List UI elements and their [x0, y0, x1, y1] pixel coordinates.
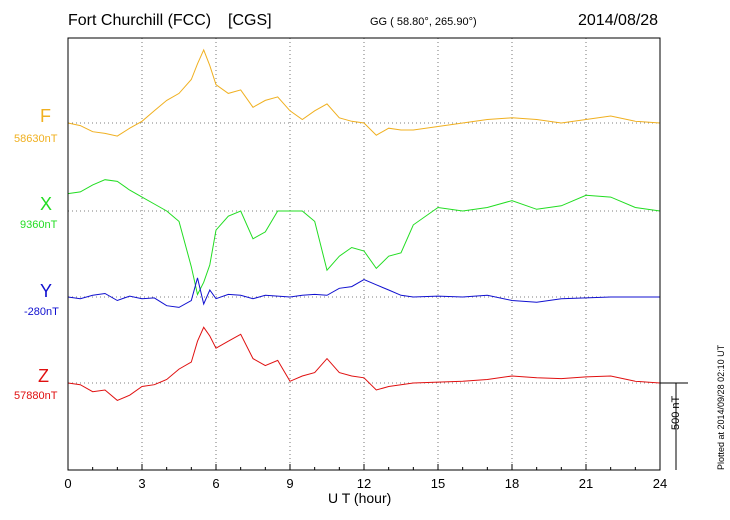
x-tick-label: 12 — [357, 476, 371, 491]
channel-label-x: X — [40, 194, 53, 214]
x-axis: 0 3 6 9 12 15 18 21 24 — [64, 464, 667, 491]
baseline-label-x: 9360nT — [20, 219, 58, 231]
series-line-f — [67, 48, 661, 137]
network-label: [CGS] — [228, 12, 272, 29]
x-tick-label: 18 — [505, 476, 519, 491]
scale-bar-label: 500 nT — [670, 395, 682, 430]
channel-label-f: F — [40, 106, 51, 126]
x-tick-label: 6 — [212, 476, 219, 491]
date-label: 2014/08/28 — [578, 12, 659, 29]
series-line-y — [67, 277, 660, 308]
series-line-x — [67, 179, 661, 296]
station-title: Fort Churchill (FCC) — [68, 12, 212, 29]
x-tick-label: 9 — [286, 476, 293, 491]
x-tick-label: 3 — [138, 476, 145, 491]
channel-label-z: Z — [38, 366, 49, 386]
baseline-label-f: 58630nT — [14, 133, 58, 145]
x-tick-label: 15 — [431, 476, 445, 491]
x-axis-label: U T (hour) — [328, 490, 392, 506]
channel-label-y: Y — [40, 281, 53, 301]
baseline-label-y: -280nT — [24, 306, 59, 318]
series-line-z — [67, 326, 661, 401]
scale-bar — [660, 382, 688, 470]
plotted-note: Plotted at 2014/09/28 02:10 UT — [716, 344, 726, 470]
x-tick-label: 21 — [579, 476, 593, 491]
traces — [67, 48, 661, 401]
coords-label: GG ( 58.80°, 265.90°) — [370, 16, 477, 28]
x-tick-label: 0 — [64, 476, 71, 491]
baseline-label-z: 57880nT — [14, 390, 58, 402]
x-tick-label: 24 — [653, 476, 667, 491]
grid-lines — [68, 38, 660, 470]
